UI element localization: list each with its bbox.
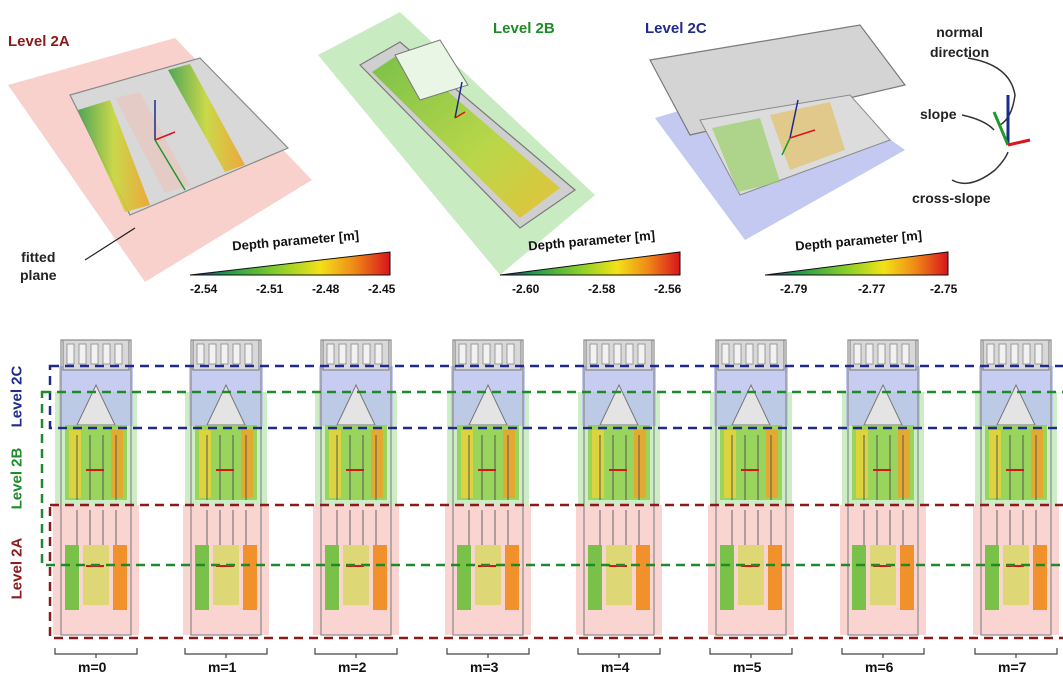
- axes-legend: [951, 57, 1031, 185]
- colorbar-3-tick: -2.79: [780, 282, 808, 296]
- colorbar-1-tick: -2.51: [256, 282, 284, 296]
- facade-thumbnail: [313, 339, 399, 636]
- m-bracket: [709, 648, 793, 658]
- level-2c-box: [48, 364, 1063, 430]
- colorbar-1-tick: -2.45: [368, 282, 396, 296]
- side-label-level-2a: Level 2A: [8, 537, 26, 600]
- colorbar-2-tick: -2.58: [588, 282, 616, 296]
- m-label: m=7: [998, 659, 1027, 675]
- heat-2c: [712, 118, 780, 192]
- m-bracket: [974, 648, 1058, 658]
- facade-2c-upper: [649, 24, 907, 136]
- facade-thumbnail: [840, 339, 926, 636]
- m-label: m=6: [865, 659, 894, 675]
- heat-2c-b: [770, 102, 845, 170]
- facade-row: [53, 339, 1059, 636]
- m-brackets: [54, 648, 1058, 658]
- top-panels: [8, 12, 1031, 282]
- m-bracket: [841, 648, 925, 658]
- normal-direction-label: normal direction: [930, 24, 990, 60]
- colorbar-1-tick: -2.48: [312, 282, 340, 296]
- panel-level-2a: [8, 38, 312, 282]
- heat-strip-2a-left: [78, 100, 150, 212]
- level-2a-box: [48, 503, 1063, 640]
- m-bracket: [577, 648, 661, 658]
- facade-thumbnail: [445, 339, 531, 636]
- colorbar-2: [499, 251, 681, 276]
- m-label: m=4: [601, 659, 630, 675]
- colorbar-3: [764, 251, 949, 276]
- m-label: m=2: [338, 659, 367, 675]
- m-bracket: [314, 648, 398, 658]
- panel-level-2b: [318, 12, 595, 275]
- m-label: m=1: [208, 659, 237, 675]
- facade-thumbnail: [576, 339, 662, 636]
- facade-thumbnail: [53, 339, 139, 636]
- colorbar-2-tick: -2.60: [512, 282, 540, 296]
- fitted-plane-pointer: [84, 227, 136, 261]
- label-level-2c: Level 2C: [645, 20, 707, 37]
- colorbar-1: [189, 251, 391, 276]
- m-label: m=5: [733, 659, 762, 675]
- m-label: m=3: [470, 659, 499, 675]
- facade-thumbnail: [973, 339, 1059, 636]
- side-label-level-2b: Level 2B: [8, 447, 26, 510]
- label-level-2a: Level 2A: [8, 33, 70, 50]
- facade-thumbnail: [183, 339, 269, 636]
- m-bracket: [446, 648, 530, 658]
- m-bracket: [54, 648, 138, 658]
- cross-slope-label: cross-slope: [912, 190, 991, 206]
- heat-strip-2a-right: [168, 64, 245, 172]
- side-label-level-2c: Level 2C: [8, 365, 26, 428]
- m-bracket: [184, 648, 268, 658]
- colorbar-3-tick: -2.77: [858, 282, 886, 296]
- colorbar-2-tick: -2.56: [654, 282, 682, 296]
- window-2b: [394, 39, 469, 101]
- level-2b-box: [40, 390, 1063, 567]
- slope-label: slope: [920, 106, 957, 122]
- m-label: m=0: [78, 659, 107, 675]
- label-level-2b: Level 2B: [493, 20, 555, 37]
- fitted-plane-label: fitted plane: [20, 249, 57, 283]
- colorbar-1-tick: -2.54: [190, 282, 218, 296]
- facade-thumbnail: [708, 339, 794, 636]
- bottom-panels: [40, 339, 1063, 658]
- panel-level-2c: [649, 24, 907, 240]
- colorbar-3-tick: -2.75: [930, 282, 958, 296]
